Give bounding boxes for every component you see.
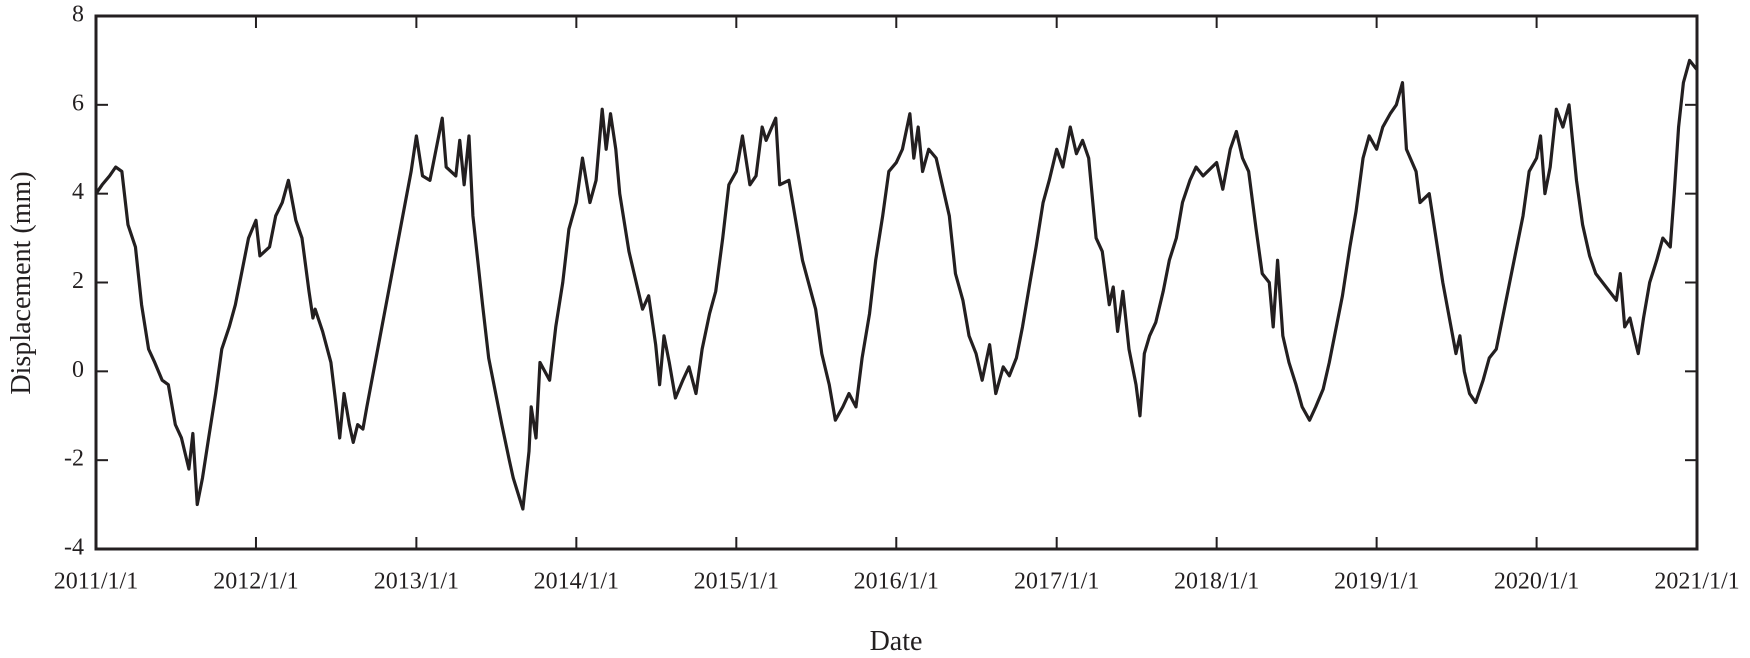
y-tick-label: 6 — [72, 90, 84, 116]
x-tick-label: 2018/1/1 — [1174, 569, 1259, 595]
x-tick-label: 2016/1/1 — [854, 569, 939, 595]
y-tick-label: 0 — [72, 357, 84, 383]
y-tick-label: -4 — [64, 535, 84, 561]
x-tick-label: 2019/1/1 — [1334, 569, 1419, 595]
x-tick-label: 2021/1/1 — [1654, 569, 1739, 595]
y-tick-label: 4 — [72, 179, 84, 205]
y-tick-label: -2 — [64, 446, 84, 472]
y-tick-label: 2 — [72, 268, 84, 294]
plot-frame — [94, 14, 1699, 551]
y-tick-label: 8 — [72, 2, 84, 28]
x-tick-label: 2015/1/1 — [694, 569, 779, 595]
x-tick-label: 2017/1/1 — [1014, 569, 1099, 595]
x-axis-label: Date — [870, 626, 923, 657]
data-line — [94, 58, 1698, 511]
y-axis-label: Displacement (mm) — [6, 171, 37, 394]
x-tick-label: 2013/1/1 — [374, 569, 459, 595]
x-tick-label: 2020/1/1 — [1494, 569, 1579, 595]
x-tick-label: 2011/1/1 — [54, 569, 138, 595]
x-tick-label: 2012/1/1 — [213, 569, 298, 595]
x-tick-label: 2014/1/1 — [534, 569, 619, 595]
